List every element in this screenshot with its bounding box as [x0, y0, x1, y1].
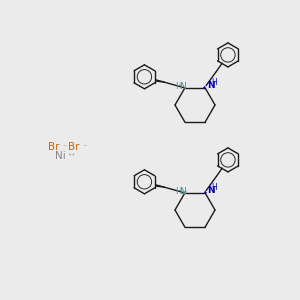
Text: H: H [176, 187, 182, 196]
Text: ⁺⁺: ⁺⁺ [67, 152, 75, 160]
Text: H: H [176, 82, 182, 91]
Text: N: N [179, 82, 185, 91]
Polygon shape [203, 86, 205, 90]
Text: H: H [211, 78, 217, 87]
Text: ⁻: ⁻ [82, 142, 86, 152]
Text: H: H [211, 183, 217, 192]
Text: N: N [207, 186, 214, 195]
Polygon shape [204, 190, 207, 194]
Text: Br: Br [48, 142, 59, 152]
Text: N: N [179, 187, 185, 196]
Text: ⁻: ⁻ [62, 142, 66, 152]
Text: Br: Br [68, 142, 80, 152]
Text: Ni: Ni [55, 151, 66, 161]
Text: N: N [207, 81, 214, 90]
